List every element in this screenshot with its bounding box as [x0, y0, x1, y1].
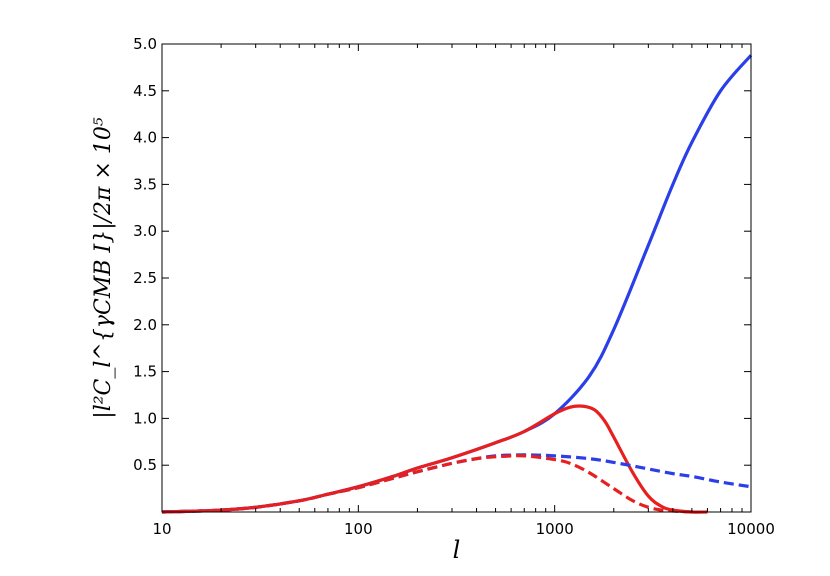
- series-line-4-dashed: [161, 454, 692, 514]
- series-line-2-solid: [161, 404, 708, 514]
- y-tick-label: 4.0: [133, 129, 157, 147]
- x-tick-label: 10000: [727, 520, 775, 538]
- y-axis-label: |l²C_l^{γCMB I}|/2π × 10⁵: [91, 117, 116, 419]
- y-tick-label: 1.5: [133, 363, 157, 381]
- x-axis-label: l: [453, 536, 461, 564]
- y-axis-label-group: |l²C_l^{γCMB I}|/2π × 10⁵: [91, 117, 116, 419]
- y-tick-label: 4.5: [133, 82, 157, 100]
- x-tick-label: 1000: [536, 520, 574, 538]
- series-layer: [161, 54, 753, 514]
- x-tick-label: 100: [344, 520, 373, 538]
- y-tick-label: 0.5: [133, 456, 157, 474]
- y-tick-label: 2.0: [133, 316, 157, 334]
- x-tick-label: 10: [152, 520, 171, 538]
- y-tick-label: 5.0: [133, 35, 157, 53]
- y-tick-label: 2.5: [133, 269, 157, 287]
- y-tick-label: 1.0: [133, 409, 157, 427]
- y-tick-label: 3.0: [133, 222, 157, 240]
- ticks-layer: 10 100 1000 10000 0.5 1.0 1.5 2.0 2.5 3.0 3.5 4.0 4.…: [133, 35, 775, 538]
- y-tick-label: 3.5: [133, 175, 157, 193]
